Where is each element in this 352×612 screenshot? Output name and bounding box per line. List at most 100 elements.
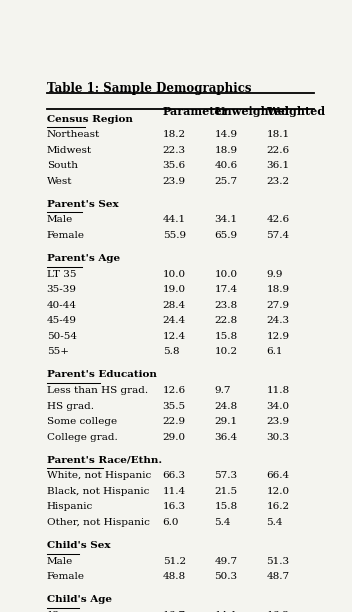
Text: 16.3: 16.3 [163, 502, 186, 512]
Text: Census Region: Census Region [47, 114, 133, 124]
Text: Midwest: Midwest [47, 146, 92, 155]
Text: Unweighted: Unweighted [214, 106, 289, 118]
Text: 18.9: 18.9 [266, 285, 289, 294]
Text: South: South [47, 161, 78, 170]
Text: 22.8: 22.8 [214, 316, 238, 326]
Text: 30.3: 30.3 [266, 433, 289, 442]
Text: 22.3: 22.3 [163, 146, 186, 155]
Text: Parent's Age: Parent's Age [47, 254, 120, 263]
Text: 65.9: 65.9 [214, 231, 238, 240]
Text: 44.1: 44.1 [163, 215, 186, 225]
Text: 57.3: 57.3 [214, 471, 238, 480]
Text: Black, not Hispanic: Black, not Hispanic [47, 487, 149, 496]
Text: 14.9: 14.9 [214, 130, 238, 139]
Text: 35.6: 35.6 [163, 161, 186, 170]
Text: HS grad.: HS grad. [47, 401, 94, 411]
Text: 36.4: 36.4 [214, 433, 238, 442]
Text: 23.8: 23.8 [214, 300, 238, 310]
Text: 9.7: 9.7 [214, 386, 231, 395]
Text: 28.4: 28.4 [163, 300, 186, 310]
Text: 10.0: 10.0 [214, 270, 238, 278]
Text: 5.8: 5.8 [163, 348, 179, 356]
Text: 66.3: 66.3 [163, 471, 186, 480]
Text: 27.9: 27.9 [266, 300, 289, 310]
Text: 18.9: 18.9 [214, 146, 238, 155]
Text: 6.1: 6.1 [266, 348, 283, 356]
Text: Hispanic: Hispanic [47, 502, 93, 512]
Text: Some college: Some college [47, 417, 117, 426]
Text: 6.0: 6.0 [163, 518, 179, 527]
Text: Other, not Hispanic: Other, not Hispanic [47, 518, 150, 527]
Text: 24.3: 24.3 [266, 316, 289, 326]
Text: Parent's Education: Parent's Education [47, 370, 157, 379]
Text: Child's Age: Child's Age [47, 595, 112, 604]
Text: 34.0: 34.0 [266, 401, 289, 411]
Text: 22.6: 22.6 [266, 146, 289, 155]
Text: Less than HS grad.: Less than HS grad. [47, 386, 148, 395]
Text: 24.8: 24.8 [214, 401, 238, 411]
Text: 50.3: 50.3 [214, 572, 238, 581]
Text: 15.8: 15.8 [214, 502, 238, 512]
Text: 23.9: 23.9 [266, 417, 289, 426]
Text: 12.6: 12.6 [163, 386, 186, 395]
Text: 24.4: 24.4 [163, 316, 186, 326]
Text: 11.4: 11.4 [163, 487, 186, 496]
Text: Parameter: Parameter [163, 106, 228, 118]
Text: 12: 12 [47, 611, 60, 612]
Text: 10.2: 10.2 [214, 348, 238, 356]
Text: 17.4: 17.4 [214, 285, 238, 294]
Text: 48.7: 48.7 [266, 572, 289, 581]
Text: College grad.: College grad. [47, 433, 118, 442]
Text: 51.3: 51.3 [266, 557, 289, 565]
Text: 15.8: 15.8 [214, 332, 238, 341]
Text: Weighted: Weighted [266, 106, 326, 118]
Text: Male: Male [47, 557, 73, 565]
Text: 35-39: 35-39 [47, 285, 77, 294]
Text: 18.2: 18.2 [163, 130, 186, 139]
Text: Table 1: Sample Demographics: Table 1: Sample Demographics [47, 82, 251, 95]
Text: 29.0: 29.0 [163, 433, 186, 442]
Text: 16.2: 16.2 [266, 611, 289, 612]
Text: 55.9: 55.9 [163, 231, 186, 240]
Text: 36.1: 36.1 [266, 161, 289, 170]
Text: 16.7: 16.7 [163, 611, 186, 612]
Text: 23.9: 23.9 [163, 177, 186, 186]
Text: 35.5: 35.5 [163, 401, 186, 411]
Text: 16.2: 16.2 [266, 502, 289, 512]
Text: 9.9: 9.9 [266, 270, 283, 278]
Text: 19.0: 19.0 [163, 285, 186, 294]
Text: West: West [47, 177, 72, 186]
Text: White, not Hispanic: White, not Hispanic [47, 471, 151, 480]
Text: LT 35: LT 35 [47, 270, 76, 278]
Text: 5.4: 5.4 [266, 518, 283, 527]
Text: 66.4: 66.4 [266, 471, 289, 480]
Text: 48.8: 48.8 [163, 572, 186, 581]
Text: 40-44: 40-44 [47, 300, 77, 310]
Text: 5.4: 5.4 [214, 518, 231, 527]
Text: Northeast: Northeast [47, 130, 100, 139]
Text: 12.4: 12.4 [163, 332, 186, 341]
Text: 50-54: 50-54 [47, 332, 77, 341]
Text: Male: Male [47, 215, 73, 225]
Text: 55+: 55+ [47, 348, 69, 356]
Text: 12.0: 12.0 [266, 487, 289, 496]
Text: 18.1: 18.1 [266, 130, 289, 139]
Text: Parent's Race/Ethn.: Parent's Race/Ethn. [47, 456, 162, 465]
Text: 14.1: 14.1 [214, 611, 238, 612]
Text: 11.8: 11.8 [266, 386, 289, 395]
Text: 21.5: 21.5 [214, 487, 238, 496]
Text: 40.6: 40.6 [214, 161, 238, 170]
Text: 25.7: 25.7 [214, 177, 238, 186]
Text: Female: Female [47, 231, 85, 240]
Text: 34.1: 34.1 [214, 215, 238, 225]
Text: 10.0: 10.0 [163, 270, 186, 278]
Text: 49.7: 49.7 [214, 557, 238, 565]
Text: 51.2: 51.2 [163, 557, 186, 565]
Text: 45-49: 45-49 [47, 316, 77, 326]
Text: Parent's Sex: Parent's Sex [47, 200, 118, 209]
Text: 23.2: 23.2 [266, 177, 289, 186]
Text: 57.4: 57.4 [266, 231, 289, 240]
Text: Female: Female [47, 572, 85, 581]
Text: 42.6: 42.6 [266, 215, 289, 225]
Text: 12.9: 12.9 [266, 332, 289, 341]
